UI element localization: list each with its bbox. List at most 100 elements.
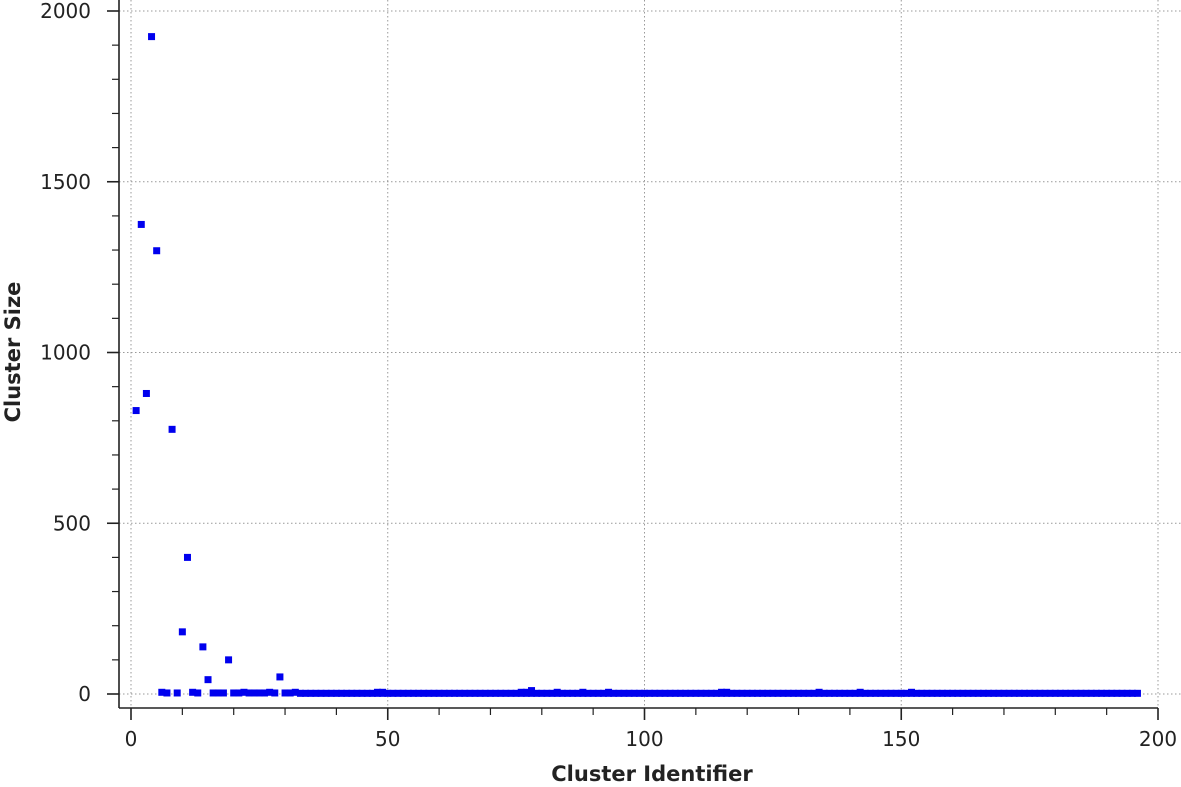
y-axis-title: Cluster Size — [1, 282, 25, 423]
data-point — [343, 689, 351, 697]
data-point — [748, 689, 756, 697]
data-point — [569, 689, 577, 697]
data-point — [209, 689, 217, 697]
data-point — [178, 628, 186, 636]
data-point — [183, 553, 191, 561]
data-point — [584, 689, 592, 697]
data-point — [1015, 689, 1023, 697]
data-point — [148, 33, 156, 41]
data-point — [502, 689, 510, 697]
data-point — [420, 689, 428, 697]
data-point — [641, 689, 648, 697]
data-point — [363, 689, 371, 697]
data-point — [697, 689, 705, 697]
data-point — [137, 220, 145, 228]
data-point — [445, 689, 453, 697]
data-point — [481, 689, 489, 697]
data-point — [456, 689, 464, 697]
data-point — [507, 689, 515, 697]
data-point — [1041, 689, 1049, 697]
data-point — [1000, 689, 1008, 697]
data-point — [194, 689, 202, 697]
data-point — [348, 689, 356, 697]
data-point — [384, 689, 392, 697]
data-point — [825, 689, 833, 697]
y-tick-label: 0 — [78, 682, 91, 706]
data-point — [579, 689, 587, 697]
data-point — [615, 689, 623, 697]
data-point — [1113, 689, 1121, 697]
data-point — [692, 689, 700, 697]
x-tick-label: 0 — [125, 727, 138, 751]
data-point — [635, 689, 643, 697]
data-point — [1051, 689, 1059, 697]
data-point — [338, 689, 346, 697]
data-point — [271, 689, 279, 697]
data-point — [255, 689, 263, 697]
data-point — [774, 689, 782, 697]
data-point — [1005, 689, 1013, 697]
data-point — [404, 689, 412, 697]
data-point — [1062, 689, 1070, 697]
data-point — [512, 689, 520, 697]
data-point — [784, 689, 792, 697]
data-point — [979, 689, 987, 697]
data-point — [841, 689, 849, 697]
data-point — [312, 689, 320, 697]
data-point — [219, 689, 227, 697]
data-point — [189, 688, 197, 696]
data-point — [558, 689, 566, 697]
data-point — [476, 689, 484, 697]
data-point — [620, 689, 628, 697]
data-point — [394, 689, 402, 697]
data-point — [353, 689, 361, 697]
data-point — [1046, 689, 1054, 697]
data-point — [466, 689, 474, 697]
data-point — [240, 688, 248, 696]
data-point — [430, 689, 438, 697]
data-point — [409, 689, 417, 697]
x-tick-label: 50 — [375, 727, 400, 751]
data-point — [959, 689, 967, 697]
data-point — [779, 689, 787, 697]
data-point — [872, 689, 880, 697]
data-point — [317, 689, 325, 697]
data-point — [728, 689, 736, 697]
data-point — [373, 689, 381, 697]
data-point — [913, 689, 921, 697]
data-point — [928, 689, 936, 697]
data-point — [830, 689, 838, 697]
data-point — [291, 688, 299, 696]
data-point — [682, 689, 690, 697]
data-point — [486, 689, 494, 697]
data-point — [517, 689, 525, 697]
data-point — [630, 689, 638, 697]
data-point — [1087, 689, 1095, 697]
data-point — [769, 689, 777, 697]
data-point — [225, 656, 233, 664]
data-point — [425, 689, 433, 697]
data-point — [651, 689, 659, 697]
data-point — [723, 689, 731, 697]
data-point — [574, 689, 582, 697]
data-point — [1118, 689, 1126, 697]
data-point — [497, 689, 505, 697]
data-point — [204, 676, 212, 684]
data-point — [671, 689, 679, 697]
data-point — [492, 689, 500, 697]
data-point — [820, 689, 828, 697]
data-point — [897, 689, 905, 697]
data-point — [892, 689, 900, 697]
data-point — [261, 689, 269, 697]
data-point — [1072, 689, 1080, 697]
data-point — [296, 689, 304, 697]
data-point — [990, 689, 998, 697]
data-point — [214, 689, 222, 697]
data-point — [810, 689, 818, 697]
data-point — [789, 689, 797, 697]
data-point — [1020, 689, 1028, 697]
data-point — [943, 689, 951, 697]
data-point — [1123, 689, 1131, 697]
data-point — [969, 689, 977, 697]
